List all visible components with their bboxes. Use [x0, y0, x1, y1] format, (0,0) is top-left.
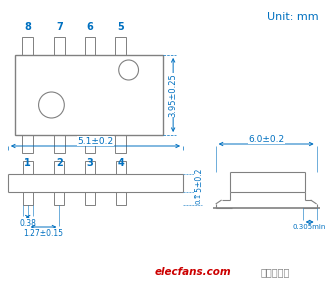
- Bar: [116, 161, 126, 174]
- Text: Unit: mm: Unit: mm: [267, 12, 318, 22]
- Text: 6.0±0.2: 6.0±0.2: [248, 134, 284, 143]
- Bar: [85, 192, 95, 205]
- Bar: [116, 192, 126, 205]
- Text: 5.1±0.2: 5.1±0.2: [78, 137, 114, 146]
- Bar: [54, 135, 65, 153]
- Text: 1.27±0.15: 1.27±0.15: [23, 229, 64, 237]
- Bar: [84, 37, 95, 55]
- Text: 1: 1: [24, 158, 31, 168]
- Text: 5: 5: [117, 22, 124, 32]
- Bar: [84, 135, 95, 153]
- Bar: [23, 192, 33, 205]
- Bar: [54, 37, 65, 55]
- Bar: [115, 37, 126, 55]
- Bar: [54, 161, 64, 174]
- Text: 0.305min: 0.305min: [293, 224, 326, 230]
- Text: 电子发烧友: 电子发烧友: [260, 267, 290, 277]
- Text: 0.38: 0.38: [19, 219, 36, 227]
- Text: 2.5±0.2: 2.5±0.2: [194, 168, 203, 198]
- Text: 2: 2: [56, 158, 63, 168]
- Bar: [54, 192, 64, 205]
- Text: 0.1: 0.1: [196, 193, 202, 204]
- Text: 3: 3: [87, 158, 93, 168]
- Text: elecfans.com: elecfans.com: [155, 267, 231, 277]
- Bar: [22, 135, 33, 153]
- Text: 7: 7: [56, 22, 63, 32]
- Text: 8: 8: [24, 22, 31, 32]
- Bar: [15, 55, 163, 135]
- Text: 4: 4: [117, 158, 124, 168]
- Bar: [85, 161, 95, 174]
- Text: 6: 6: [87, 22, 93, 32]
- Bar: [23, 161, 33, 174]
- Bar: [115, 135, 126, 153]
- Bar: [22, 37, 33, 55]
- Text: 3.95±0.25: 3.95±0.25: [169, 73, 178, 117]
